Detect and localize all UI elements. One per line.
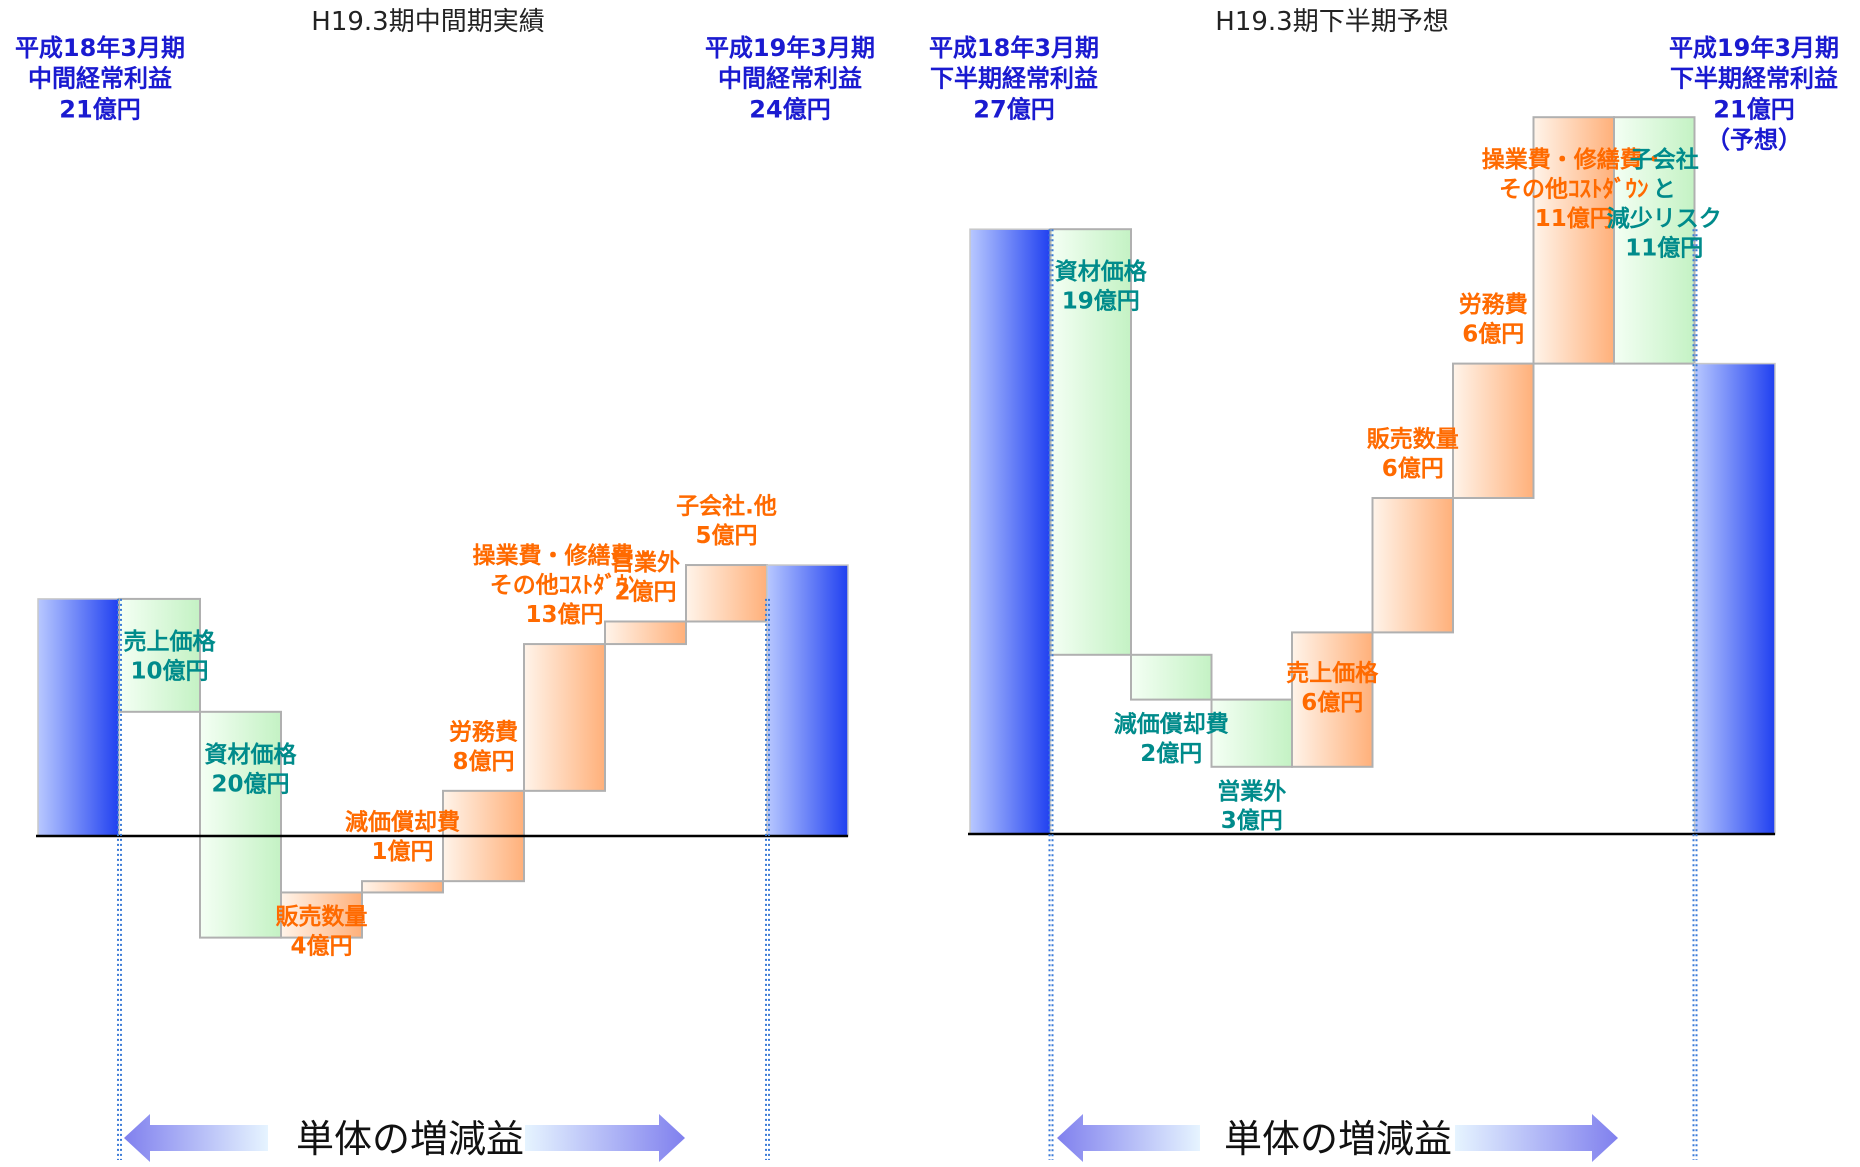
bar-step: [280, 891, 363, 939]
start-label: 平成18年3月期下半期経常利益 27億円: [929, 34, 1099, 123]
bar-end: [766, 564, 849, 837]
step-label: 子会社.他 5億円: [676, 493, 777, 549]
bar-step: [1613, 116, 1696, 365]
step-label: 子会社と減少リスク 11億円: [1607, 146, 1722, 261]
step-label: 操業費・修繕費・その他ｺｽﾄﾀﾞｳﾝ 11億円: [1482, 146, 1666, 232]
step-label: 売上価格 10億円: [124, 628, 217, 684]
bar-step: [1291, 631, 1374, 768]
bar-step: [118, 597, 201, 713]
step-label: 資材価格 19億円: [1055, 258, 1148, 314]
step-label: 労務費 6億円: [1459, 291, 1528, 347]
right-arrow-icon: [1455, 1114, 1618, 1162]
step-label: 営業外 3億円: [1217, 778, 1286, 834]
bar-step: [604, 620, 687, 646]
chart-interim-actual: H19.3期中間期実績 平成18年3月期中間経常利益 21億円 平成19年3月期中間…: [15, 7, 875, 1162]
step-label: 減価償却費 1億円: [345, 810, 460, 865]
step-label: 営業外 2億円: [611, 549, 680, 605]
bar-step: [1452, 362, 1535, 499]
bar-step: [1049, 228, 1132, 656]
step-label: 販売数量 6億円: [1367, 427, 1459, 482]
bar-step: [1532, 116, 1615, 365]
end-label: 平成19年3月期中間経常利益 24億円: [705, 34, 875, 123]
bar-start: [37, 598, 120, 837]
step-label: 減価償却費 2億円: [1114, 712, 1229, 767]
chart-title: H19.3期中間期実績: [311, 7, 544, 37]
footer-label: 単体の増減益: [1224, 1117, 1452, 1161]
start-label: 平成18年3月期中間経常利益 21億円: [15, 34, 185, 123]
step-label: 売上価格 6億円: [1286, 659, 1379, 715]
chart-second-half-forecast: H19.3期下半期予想 平成18年3月期下半期経常利益 27億円 平成19年3月期下…: [929, 7, 1839, 1162]
bar-step: [1371, 497, 1454, 634]
footer-label: 単体の増減益: [296, 1117, 524, 1161]
left-arrow-icon: [1057, 1114, 1200, 1162]
bar-step: [523, 643, 606, 792]
bar-step: [1130, 653, 1213, 701]
bar-step: [1210, 698, 1293, 768]
right-arrow-icon: [525, 1114, 685, 1162]
step-label: 労務費 8億円: [449, 718, 518, 774]
chart-title: H19.3期下半期予想: [1215, 7, 1448, 37]
bar-end: [1693, 362, 1776, 835]
step-label: 販売数量 4億円: [276, 904, 368, 959]
bar-step: [199, 710, 282, 939]
bar-step: [361, 880, 444, 894]
bar-start: [969, 228, 1052, 835]
bar-step: [685, 564, 768, 623]
left-arrow-icon: [124, 1114, 268, 1162]
end-label: 平成19年3月期下半期経常利益 21億円（予想）: [1669, 34, 1839, 154]
step-label: 資材価格 20億円: [205, 741, 298, 797]
step-label: 操業費・修繕費・その他ｺｽﾄﾀﾞｳﾝ 13億円: [473, 542, 657, 628]
